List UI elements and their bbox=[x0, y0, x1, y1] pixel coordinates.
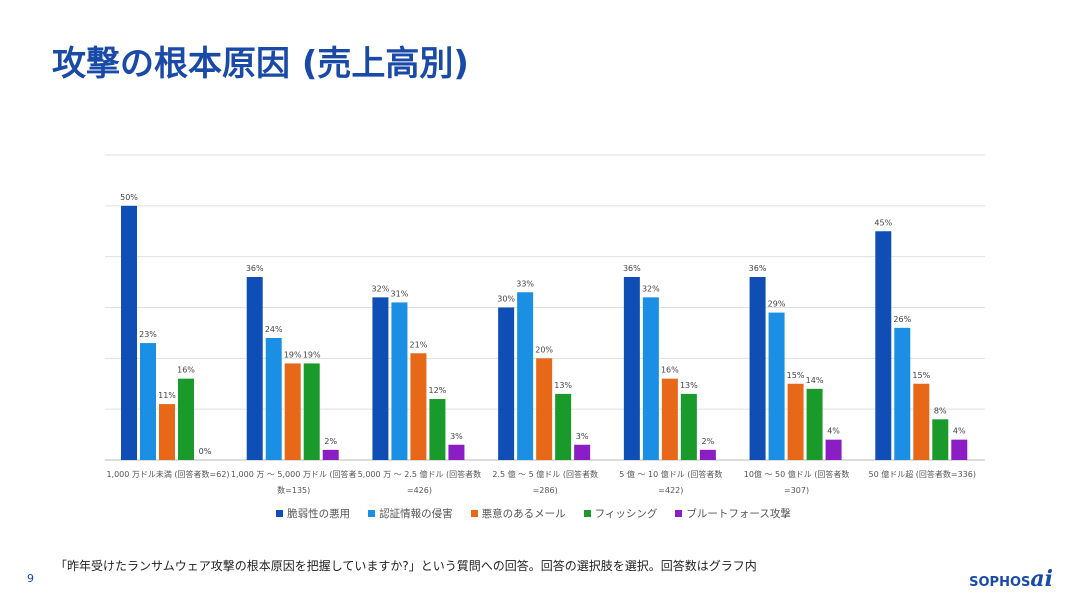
category-label: 5 億 ～ 10 億ドル (回答者数=422) bbox=[619, 470, 723, 495]
bar bbox=[140, 343, 156, 460]
legend-swatch-icon bbox=[675, 510, 683, 517]
category-label: 1,000 万ドル未満 (回答者数=62) bbox=[106, 470, 230, 479]
bar bbox=[246, 277, 263, 460]
legend-label: フィッシング bbox=[594, 508, 658, 520]
data-label: 29% bbox=[768, 300, 786, 309]
data-label: 33% bbox=[516, 279, 534, 288]
data-label: 3% bbox=[576, 432, 589, 441]
bar bbox=[265, 338, 282, 460]
category-label: 1,000 万 ～ 5,000 万ドル (回答者数=135) bbox=[230, 470, 357, 495]
bar bbox=[806, 388, 823, 460]
data-label: 2% bbox=[702, 437, 715, 446]
data-label: 0% bbox=[199, 447, 212, 456]
data-label: 15% bbox=[787, 371, 805, 380]
bar bbox=[787, 383, 804, 460]
bar bbox=[642, 297, 659, 460]
category-label: 2.5 億 ～ 5 億ドル (回答者数=286) bbox=[492, 470, 598, 495]
data-label: 36% bbox=[246, 264, 264, 273]
bar bbox=[951, 439, 968, 460]
bar bbox=[749, 277, 766, 460]
legend-label: 認証情報の侵害 bbox=[379, 508, 453, 520]
bar bbox=[517, 292, 534, 460]
data-label: 13% bbox=[554, 381, 572, 390]
legend-item: 悪意のあるメール bbox=[470, 508, 566, 520]
bar bbox=[372, 297, 389, 460]
page-title: 攻撃の根本原因 (売上高別) bbox=[52, 44, 469, 84]
data-label: 32% bbox=[642, 284, 660, 293]
data-label: 8% bbox=[934, 406, 947, 415]
legend-item: ブルートフォース攻撃 bbox=[675, 508, 791, 520]
bar bbox=[699, 449, 716, 460]
bar bbox=[448, 444, 465, 460]
category-label: 5,000 万 ～ 2.5 億ドル (回答者数=426) bbox=[357, 470, 482, 495]
legend-item: 脆弱性の悪用 bbox=[276, 508, 350, 520]
data-label: 36% bbox=[623, 264, 641, 273]
bar bbox=[680, 393, 697, 460]
bar bbox=[555, 393, 572, 460]
data-label: 12% bbox=[429, 386, 447, 395]
bar bbox=[159, 404, 175, 460]
bar bbox=[429, 399, 446, 460]
legend-swatch-icon bbox=[470, 510, 478, 517]
data-label: 50% bbox=[120, 193, 138, 202]
data-label: 24% bbox=[265, 325, 283, 334]
data-label: 2% bbox=[324, 437, 337, 446]
bar bbox=[536, 358, 553, 460]
bar bbox=[574, 444, 591, 460]
bar bbox=[623, 277, 640, 460]
data-label: 13% bbox=[680, 381, 698, 390]
sophos-logo: SOPHOSai bbox=[969, 566, 1053, 592]
data-label: 36% bbox=[749, 264, 767, 273]
bar bbox=[913, 383, 930, 460]
data-label: 30% bbox=[497, 295, 515, 304]
category-label: 50 億ドル超 (回答者数=336) bbox=[868, 470, 977, 479]
bar bbox=[121, 205, 137, 460]
data-label: 23% bbox=[139, 330, 157, 339]
data-label: 19% bbox=[284, 350, 302, 359]
data-label: 32% bbox=[372, 284, 390, 293]
data-label: 20% bbox=[535, 345, 553, 354]
bar bbox=[391, 302, 408, 460]
bar bbox=[322, 449, 339, 460]
data-label: 14% bbox=[806, 376, 824, 385]
legend-swatch-icon bbox=[583, 510, 591, 517]
bar bbox=[825, 439, 842, 460]
data-label: 4% bbox=[827, 427, 840, 436]
data-label: 45% bbox=[874, 218, 892, 227]
legend-item: フィッシング bbox=[583, 508, 658, 520]
bar bbox=[932, 419, 949, 460]
bar bbox=[875, 231, 892, 460]
legend-label: 脆弱性の悪用 bbox=[287, 508, 351, 520]
data-label: 26% bbox=[893, 315, 911, 324]
footnote: 「昨年受けたランサムウェア攻撃の根本原因を把握していますか?」という質問への回答… bbox=[55, 559, 757, 573]
category-label: 10億 ～ 50 億ドル (回答者数=307) bbox=[743, 470, 850, 495]
page-number: 9 bbox=[27, 572, 34, 585]
legend-label: ブルートフォース攻撃 bbox=[686, 508, 791, 520]
legend-item: 認証情報の侵害 bbox=[368, 508, 453, 520]
chart-legend: 脆弱性の悪用 認証情報の侵害 悪意のあるメール フィッシング ブルートフォース攻撃 bbox=[0, 506, 1067, 521]
legend-label: 悪意のあるメール bbox=[481, 508, 566, 520]
data-label: 3% bbox=[450, 432, 463, 441]
bar bbox=[894, 327, 911, 460]
bar bbox=[410, 353, 427, 460]
data-label: 16% bbox=[177, 366, 195, 375]
bar bbox=[303, 363, 320, 460]
data-label: 15% bbox=[912, 371, 930, 380]
data-label: 21% bbox=[410, 340, 428, 349]
bar bbox=[178, 378, 194, 460]
data-label: 31% bbox=[391, 289, 409, 298]
bar bbox=[661, 378, 678, 460]
data-label: 4% bbox=[953, 427, 966, 436]
data-label: 16% bbox=[661, 366, 679, 375]
data-label: 11% bbox=[158, 391, 176, 400]
legend-swatch-icon bbox=[276, 510, 284, 517]
data-label: 19% bbox=[303, 350, 321, 359]
bar bbox=[768, 312, 785, 460]
bar bbox=[498, 307, 515, 460]
bar bbox=[284, 363, 301, 460]
legend-swatch-icon bbox=[368, 510, 376, 517]
